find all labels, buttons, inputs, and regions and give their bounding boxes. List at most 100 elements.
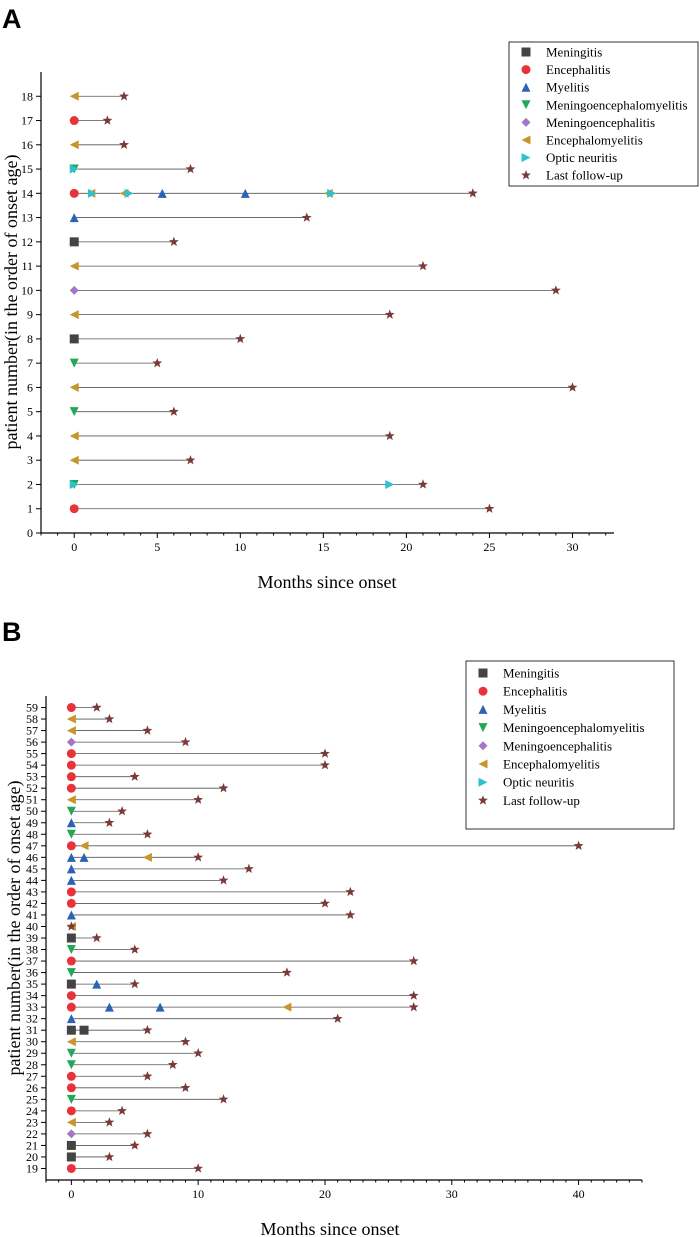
legend-marker-encephalitis [521, 65, 531, 75]
last-followup-marker [345, 886, 356, 897]
event-marker-meningoencephalomyelitis [66, 1048, 76, 1058]
last-followup-marker [408, 955, 419, 966]
event-marker-encephalitis [66, 772, 76, 782]
y-tick-label: 10 [21, 283, 33, 297]
event-marker-meningoencephalomyelitis [66, 1094, 76, 1104]
last-followup-marker [167, 1059, 178, 1069]
event-marker-myelitis [66, 864, 76, 874]
event-marker-encephalitis [66, 1163, 76, 1173]
event-marker-meningoencephalitis [66, 1129, 76, 1139]
y-tick-label: 22 [26, 1127, 38, 1141]
y-tick-label: 20 [26, 1150, 38, 1164]
event-marker-encephalitis [66, 898, 76, 908]
legend-marker-meningoencephalitis [478, 741, 488, 751]
last-followup-marker [193, 1048, 204, 1058]
legend-marker-optic-neuritis [478, 777, 488, 787]
last-followup-marker [345, 909, 356, 920]
last-followup-marker [573, 840, 584, 850]
x-tick-label: 0 [68, 1187, 74, 1201]
legend-marker-optic-neuritis [521, 153, 531, 163]
last-followup-marker [484, 503, 495, 513]
event-marker-myelitis [79, 852, 89, 862]
legend-marker-meningitis [521, 47, 531, 57]
chart-a-marks [69, 91, 578, 514]
chart-b-legend: Meningitis Encephalitis Myelitis Meningoenc… [465, 660, 675, 830]
event-marker-encephalitis [66, 841, 76, 851]
event-marker-encephalomyelitis [66, 714, 76, 724]
legend-marker-encephalomyelitis [521, 135, 531, 145]
event-marker-encephalitis [66, 1071, 76, 1081]
last-followup-marker [418, 260, 428, 271]
last-followup-marker [180, 736, 191, 747]
y-tick-label: 47 [26, 839, 38, 853]
last-followup-marker [129, 978, 140, 989]
event-marker-meningitis [66, 1025, 76, 1035]
y-tick-label: 18 [21, 89, 33, 103]
legend-marker-last-follow-up [478, 795, 488, 805]
last-followup-marker [320, 759, 330, 770]
event-marker-myelitis [69, 213, 79, 223]
y-tick-label: 58 [26, 712, 38, 726]
event-marker-optic-neuritis [124, 188, 134, 198]
event-marker-encephalitis [69, 116, 79, 126]
x-tick-label: 25 [483, 540, 495, 554]
last-followup-marker [91, 702, 102, 712]
legend-label-last-follow-up: Last follow-up [546, 168, 623, 183]
chart-b-xlabel: Months since onset [261, 1219, 400, 1237]
last-followup-marker [185, 163, 196, 174]
event-marker-meningitis [66, 979, 76, 989]
legend-label-meningoencephalitis: Meningoencephalitis [503, 738, 612, 753]
legend-marker-last-follow-up [521, 170, 531, 180]
last-followup-marker [408, 990, 419, 1000]
legend-marker-myelitis [521, 82, 531, 92]
event-marker-meningoencephalitis [69, 285, 79, 295]
y-tick-label: 23 [26, 1115, 38, 1129]
legend-label-encephalomyelitis: Encephalomyelitis [503, 757, 600, 772]
last-followup-marker [301, 212, 312, 222]
y-tick-label: 39 [26, 931, 38, 945]
last-followup-marker [243, 863, 254, 874]
last-followup-marker [142, 1071, 153, 1081]
y-tick-label: 11 [21, 259, 33, 273]
last-followup-marker [104, 1117, 115, 1127]
event-marker-encephalomyelitis [66, 726, 76, 736]
last-followup-marker [142, 1025, 153, 1035]
event-marker-meningoencephalomyelitis [69, 407, 79, 417]
y-tick-label: 52 [26, 781, 38, 795]
event-marker-meningitis [69, 237, 79, 247]
last-followup-marker [142, 1128, 153, 1139]
last-followup-marker [320, 898, 330, 908]
event-marker-optic-neuritis [87, 188, 97, 198]
y-tick-label: 31 [26, 1023, 38, 1037]
event-marker-encephalitis [66, 703, 76, 713]
event-marker-meningoencephalomyelitis [66, 945, 76, 955]
last-followup-marker [104, 713, 115, 724]
event-marker-encephalomyelitis [69, 455, 79, 465]
event-marker-encephalitis [66, 760, 76, 770]
y-tick-label: 6 [27, 380, 33, 394]
event-marker-myelitis [66, 910, 76, 920]
y-tick-label: 25 [26, 1092, 38, 1106]
last-followup-marker [218, 783, 229, 793]
legend-label-encephalitis: Encephalitis [546, 62, 610, 77]
legend-box [465, 660, 675, 830]
x-tick-label: 5 [154, 540, 160, 554]
event-marker-myelitis [104, 1002, 114, 1012]
x-tick-label: 10 [234, 540, 246, 554]
last-followup-marker [185, 455, 196, 465]
chart-b-ylabel: patient number(in the order of onset age… [4, 781, 25, 1076]
last-followup-marker [193, 794, 204, 804]
last-followup-marker [384, 309, 395, 319]
event-marker-encephalitis [66, 956, 76, 966]
y-tick-label: 1 [27, 502, 33, 516]
y-tick-label: 37 [26, 954, 38, 968]
y-tick-label: 40 [26, 919, 38, 933]
event-marker-encephalitis [66, 991, 76, 1001]
last-followup-marker [119, 139, 129, 149]
legend-label-myelitis: Myelitis [503, 702, 546, 717]
chart-b: B 0 10 20 30 4019202122232425262728293031323… [2, 617, 675, 1237]
event-marker-encephalitis [66, 887, 76, 897]
last-followup-marker [235, 333, 246, 344]
y-tick-label: 44 [26, 873, 38, 887]
y-tick-label: 5 [27, 405, 33, 419]
